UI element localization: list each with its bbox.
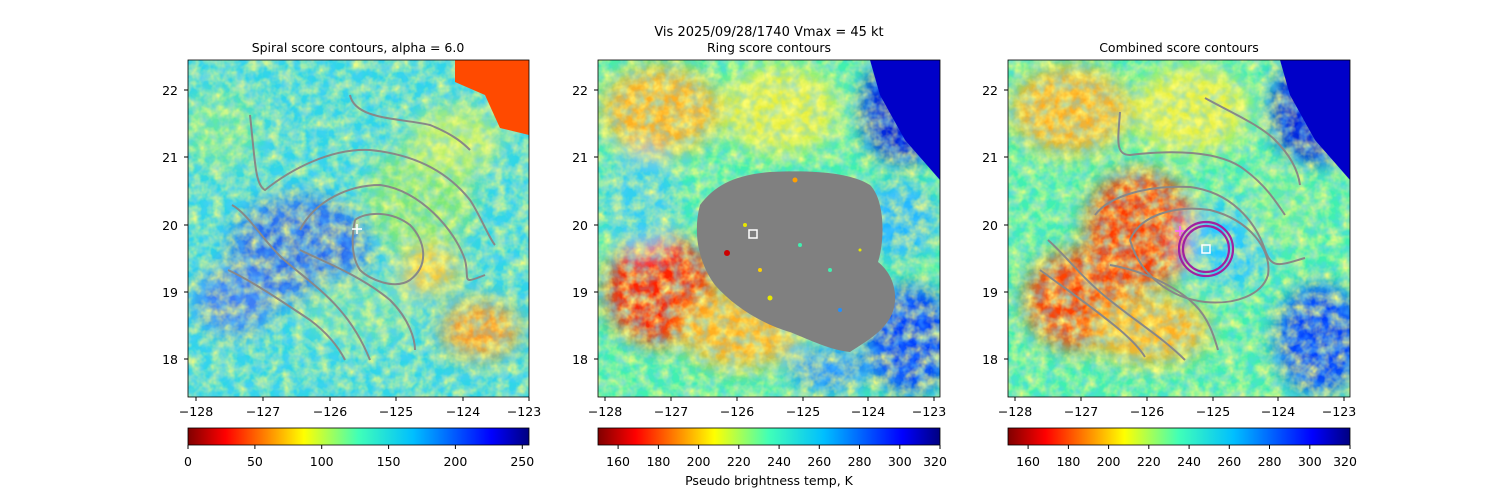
colorbar-tick-label: 160 — [1016, 454, 1040, 469]
colorbar-tick-label: 150 — [377, 454, 401, 469]
panel-combined-axes-frame — [1007, 59, 1351, 398]
panel-ring-image — [598, 60, 940, 397]
panel-spiral-yticks: 18 19 20 21 22 — [162, 83, 188, 367]
y-tick-label: 20 — [162, 218, 178, 233]
y-tick-label: 19 — [982, 285, 998, 300]
colorbar-tick-label: 240 — [767, 454, 791, 469]
colorbar-tick-label: 50 — [247, 454, 263, 469]
eye-circle-inner — [1181, 224, 1231, 274]
y-tick-label: 22 — [982, 83, 998, 98]
eye-circle-outer — [1177, 220, 1235, 278]
panel-spiral: Spiral score contours, alpha = 6.0 — [162, 40, 541, 469]
colorbar-tick-label: 300 — [1298, 454, 1322, 469]
x-tick-label: −128 — [588, 404, 622, 419]
y-tick-label: 20 — [572, 218, 588, 233]
colorbar-tick-label: 260 — [807, 454, 831, 469]
x-tick-label: −126 — [720, 404, 754, 419]
colorbar-tick-label: 280 — [848, 454, 872, 469]
x-tick-label: −125 — [1196, 404, 1230, 419]
y-tick-label: 22 — [162, 83, 178, 98]
x-tick-label: −125 — [786, 404, 820, 419]
colorbar-tick-label: 180 — [646, 454, 670, 469]
x-tick-label: −128 — [179, 404, 213, 419]
x-tick-label: −126 — [313, 404, 347, 419]
center-marker-plus — [352, 224, 362, 234]
panel-ring-yticks: 18 19 20 21 22 — [572, 83, 598, 367]
y-tick-label: 18 — [982, 352, 998, 367]
y-tick-label: 21 — [162, 150, 178, 165]
x-tick-label: −127 — [1064, 404, 1098, 419]
y-tick-label: 19 — [162, 285, 178, 300]
center-marker-plus — [1175, 226, 1185, 236]
x-tick-label: −126 — [1130, 404, 1164, 419]
colorbar-tick-label: 220 — [1137, 454, 1161, 469]
panel-ring-title: Ring score contours — [707, 40, 831, 55]
y-tick-label: 19 — [572, 285, 588, 300]
colorbar-tick-label: 200 — [1097, 454, 1121, 469]
colorbar-tick-label: 160 — [606, 454, 630, 469]
x-tick-label: −127 — [246, 404, 280, 419]
panel-combined: Combined score contours — [982, 40, 1357, 469]
colorbar-tick-label: 320 — [1333, 454, 1357, 469]
panel-ring-axes-frame — [597, 59, 941, 398]
y-tick-label: 22 — [572, 83, 588, 98]
panel-ring-colorbar: 160 180 200 220 240 260 280 300 320 Pseu… — [597, 427, 947, 488]
masked-speckles — [724, 177, 862, 312]
panel-combined-image — [1008, 60, 1350, 397]
x-tick-label: −123 — [912, 404, 946, 419]
panel-combined-title: Combined score contours — [1099, 40, 1259, 55]
y-tick-label: 20 — [982, 218, 998, 233]
panel-spiral-colorbar: 0 50 100 150 200 250 — [184, 427, 534, 469]
x-tick-label: −123 — [1322, 404, 1356, 419]
panel-combined-yticks: 18 19 20 21 22 — [982, 83, 1008, 367]
x-tick-label: −124 — [446, 404, 480, 419]
panel-combined-xticks: −128 −127 −126 −125 −124 −123 — [998, 397, 1356, 419]
figure-suptitle: Vis 2025/09/28/1740 Vmax = 45 kt — [654, 25, 883, 40]
colorbar-tick-label: 260 — [1217, 454, 1241, 469]
colorbar-tick-label: 0 — [184, 454, 192, 469]
colorbar-tick-label: 200 — [687, 454, 711, 469]
colorbar-label: Pseudo brightness temp, K — [685, 473, 854, 488]
colorbar-tick-label: 250 — [510, 454, 534, 469]
y-tick-label: 21 — [982, 150, 998, 165]
colorbar-tick-label: 320 — [923, 454, 947, 469]
y-tick-label: 21 — [572, 150, 588, 165]
colorbar-tick-label: 300 — [888, 454, 912, 469]
y-tick-label: 18 — [572, 352, 588, 367]
panel-ring-xticks: −128 −127 −126 −125 −124 −123 — [588, 397, 946, 419]
panel-combined-colorbar: 160 180 200 220 240 260 280 300 320 — [1007, 427, 1357, 469]
x-tick-label: −127 — [654, 404, 688, 419]
colorbar-tick-label: 240 — [1177, 454, 1201, 469]
panel-spiral-title: Spiral score contours, alpha = 6.0 — [252, 40, 465, 55]
x-tick-label: −125 — [379, 404, 413, 419]
x-tick-label: −123 — [507, 404, 541, 419]
colorbar-tick-label: 180 — [1056, 454, 1080, 469]
panel-ring: Ring score contours — [572, 40, 947, 488]
y-tick-label: 18 — [162, 352, 178, 367]
panel-spiral-xticks: −128 −127 −126 −125 −124 −123 — [179, 397, 541, 419]
colorbar-tick-label: 220 — [727, 454, 751, 469]
panel-spiral-image — [188, 60, 529, 397]
center-marker-square — [1201, 244, 1211, 254]
colorbar-tick-label: 100 — [310, 454, 334, 469]
colorbar-tick-label: 280 — [1258, 454, 1282, 469]
colorbar-tick-label: 200 — [443, 454, 467, 469]
masked-region — [696, 171, 896, 352]
x-tick-label: −124 — [1261, 404, 1295, 419]
center-marker-square — [748, 229, 758, 239]
x-tick-label: −124 — [851, 404, 885, 419]
panel-spiral-axes-frame — [187, 59, 530, 398]
x-tick-label: −128 — [998, 404, 1032, 419]
